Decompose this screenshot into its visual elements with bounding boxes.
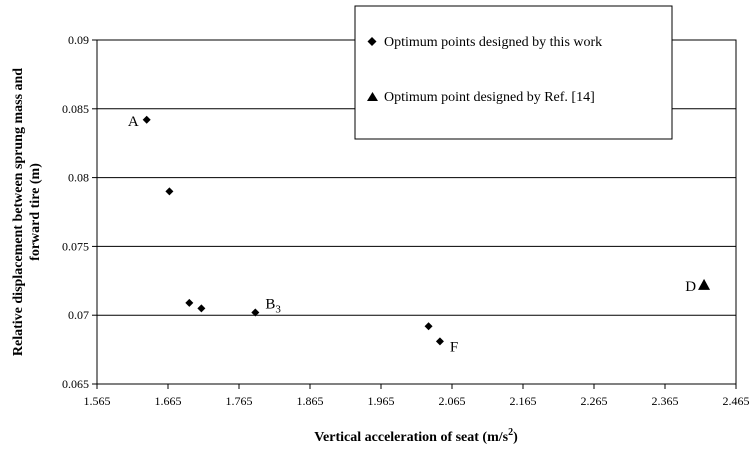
point-labels: A B3 F D bbox=[128, 114, 696, 356]
data-point-triangle bbox=[698, 278, 711, 290]
y-tick-label: 0.065 bbox=[62, 377, 89, 391]
point-label-d: D bbox=[685, 279, 696, 295]
x-tick-label: 1.565 bbox=[84, 394, 111, 408]
x-tick-label: 2.165 bbox=[510, 394, 537, 408]
x-tick-label: 2.365 bbox=[652, 394, 679, 408]
point-label-b3: B3 bbox=[265, 296, 281, 315]
y-tick-label: 0.09 bbox=[68, 33, 89, 47]
data-point-diamond bbox=[251, 308, 260, 317]
y-tick-label: 0.08 bbox=[68, 171, 89, 185]
data-point-diamond bbox=[185, 298, 194, 307]
x-tick-label: 1.765 bbox=[226, 394, 253, 408]
legend-diamond-marker bbox=[367, 37, 377, 46]
y-axis-title-line-1: Relative displacement between sprung mas… bbox=[11, 68, 26, 356]
y-axis-title: Relative displacement between sprung mas… bbox=[11, 68, 43, 356]
legend-triangle-marker bbox=[367, 92, 378, 101]
y-tick-label: 0.085 bbox=[62, 102, 89, 116]
x-axis-title: Vertical acceleration of seat (m/s2) bbox=[314, 427, 518, 445]
data-point-diamond bbox=[142, 115, 151, 124]
y-axis-title-line-2: forward tire (m) bbox=[28, 163, 43, 261]
x-tick-label: 1.965 bbox=[368, 394, 395, 408]
data-point-diamond bbox=[197, 304, 206, 313]
x-tick-label: 1.665 bbox=[155, 394, 182, 408]
data-point-diamond bbox=[165, 187, 174, 196]
x-tick-label: 2.465 bbox=[723, 394, 750, 408]
x-tick-label: 1.865 bbox=[297, 394, 324, 408]
data-points bbox=[142, 115, 711, 346]
y-tick-label: 0.07 bbox=[68, 308, 89, 322]
legend: Optimum points designed by this work Opt… bbox=[354, 5, 673, 140]
x-tick-label: 2.265 bbox=[581, 394, 608, 408]
legend-box bbox=[354, 5, 673, 140]
data-point-diamond bbox=[435, 337, 444, 346]
y-tick-label: 0.075 bbox=[62, 239, 89, 253]
x-tick-label: 2.065 bbox=[439, 394, 466, 408]
gridlines bbox=[97, 108, 736, 316]
point-label-a: A bbox=[128, 114, 139, 130]
axis-ticks: 0.065 0.07 0.075 0.08 0.085 0.09 1.565 1.665 1.7… bbox=[62, 33, 750, 408]
data-point-diamond bbox=[424, 322, 433, 331]
legend-label-ref-14: Optimum point designed by Ref. [14] bbox=[384, 90, 595, 105]
legend-label-this-work: Optimum points designed by this work bbox=[384, 35, 602, 50]
point-label-f: F bbox=[450, 339, 458, 355]
